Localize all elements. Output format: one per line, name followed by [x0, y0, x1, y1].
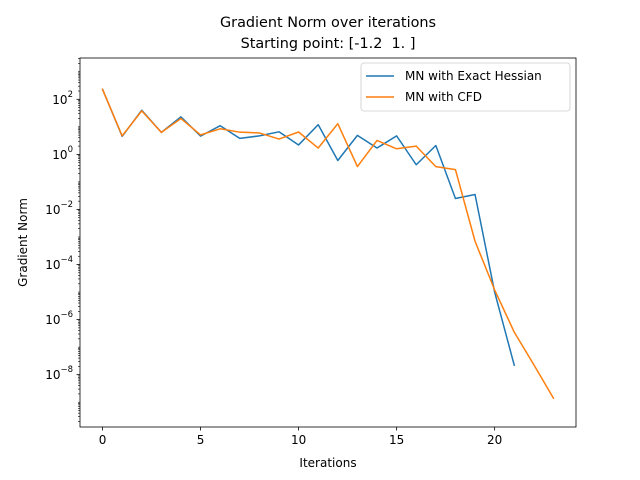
x-axis: 0 5 10 15 20 — [99, 427, 502, 447]
y-tick-label: 102 — [52, 90, 73, 107]
plot-frame — [79, 57, 577, 428]
series-line-1 — [101, 88, 555, 400]
x-tick-label: 10 — [291, 433, 306, 447]
x-tick-label: 5 — [197, 433, 205, 447]
x-tick-label: 0 — [99, 433, 107, 447]
y-axis-label: Gradient Norm — [16, 198, 30, 287]
x-axis-label: Iterations — [299, 456, 356, 470]
legend-box — [360, 62, 571, 112]
chart-title: Gradient Norm over iterations — [220, 15, 436, 31]
y-tick-label: 10−8 — [45, 365, 73, 382]
y-tick-label: 100 — [52, 145, 73, 162]
legend-label-exact-hessian: MN with Exact Hessian — [405, 69, 542, 83]
chart-subtitle: Starting point: [-1.2 1. ] — [241, 36, 416, 52]
y-axis: 102 100 10−2 10−4 10−6 10−8 — [45, 58, 80, 422]
legend: MN with Exact Hessian MN with CFD — [360, 62, 571, 112]
y-tick-label: 10−4 — [45, 255, 73, 272]
y-tick-label: 10−2 — [45, 200, 73, 217]
x-tick-label: 15 — [389, 433, 404, 447]
x-tick-label: 20 — [487, 433, 502, 447]
series-layer — [101, 88, 555, 400]
legend-label-cfd: MN with CFD — [405, 90, 482, 104]
y-tick-label: 10−6 — [45, 310, 73, 327]
